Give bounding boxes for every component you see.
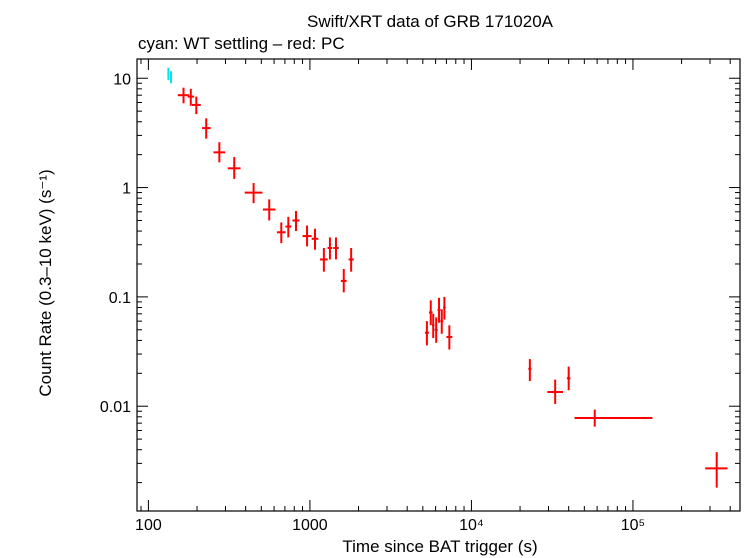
data-point [528, 359, 532, 382]
x-tick-label: 1000 [292, 517, 328, 534]
x-axis-ticks: 100 1000 10⁴ 10⁵ [135, 59, 731, 534]
data-point [348, 248, 354, 272]
data-point [446, 325, 453, 350]
data-point [167, 67, 170, 81]
y-tick-label: 0.01 [100, 399, 131, 416]
data-point [434, 317, 438, 343]
data-point [311, 228, 319, 250]
data-point [424, 321, 429, 346]
data-point [191, 96, 201, 115]
data-point [285, 216, 292, 238]
chart-title: Swift/XRT data of GRB 171020A [307, 12, 554, 31]
series-1 [177, 87, 728, 488]
data-point [320, 248, 328, 272]
data-point [302, 225, 312, 247]
data-point [432, 313, 435, 339]
data-point [202, 118, 211, 139]
x-tick-label: 10⁴ [459, 517, 484, 534]
data-point [574, 409, 653, 427]
data-markers [167, 67, 728, 488]
data-point [169, 71, 173, 84]
data-point [437, 297, 441, 323]
y-tick-label: 1 [122, 181, 131, 198]
x-tick-label: 10⁵ [621, 517, 645, 534]
x-axis-label: Time since BAT trigger (s) [342, 537, 537, 556]
data-point [333, 237, 339, 260]
data-point [440, 309, 444, 334]
data-point [705, 452, 728, 488]
data-point [292, 211, 300, 232]
data-point [262, 199, 276, 221]
chart-subtitle: cyan: WT settling – red: PC [138, 34, 345, 53]
data-point [547, 379, 564, 404]
data-point [428, 300, 433, 326]
data-point [187, 88, 195, 106]
x-tick-label: 100 [135, 517, 162, 534]
data-point [177, 87, 189, 104]
y-axis-label: Count Rate (0.3–10 keV) (s⁻¹) [36, 169, 55, 396]
data-point [276, 222, 286, 244]
y-tick-label: 10 [113, 71, 131, 88]
plot-frame [136, 58, 741, 512]
data-point [340, 268, 347, 293]
y-axis-ticks: 10 1 0.1 0.01 [100, 71, 740, 484]
series-0 [167, 67, 173, 84]
data-point [213, 142, 226, 163]
y-tick-label: 0.1 [109, 290, 131, 307]
data-point [327, 237, 333, 260]
data-point [566, 366, 571, 391]
data-point [227, 157, 241, 179]
data-point [443, 296, 446, 320]
data-point [244, 183, 263, 204]
